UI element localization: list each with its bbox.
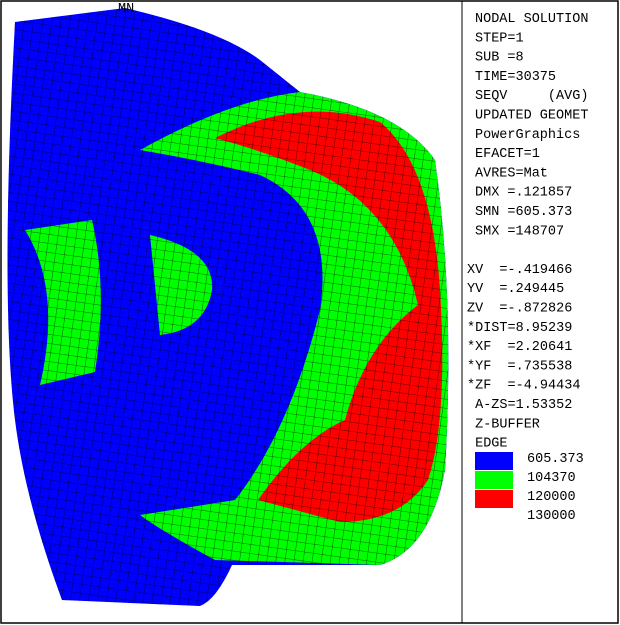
info-line: SMN =605.373 xyxy=(475,205,572,220)
legend-label: 104370 xyxy=(527,471,576,486)
view-line: *YF =.735538 xyxy=(467,359,572,374)
view-line: A-ZS=1.53352 xyxy=(467,398,572,413)
info-line: UPDATED GEOMET xyxy=(475,109,588,124)
info-line: DMX =.121857 xyxy=(475,186,572,201)
view-line: EDGE xyxy=(467,437,508,452)
info-line: SUB =8 xyxy=(475,51,524,66)
info-line: AVRES=Mat xyxy=(475,166,548,181)
legend-label: 120000 xyxy=(527,490,576,505)
view-line: YV =.249445 xyxy=(467,282,564,297)
legend-label: 130000 xyxy=(527,509,576,524)
legend-swatch xyxy=(475,471,513,489)
info-line: EFACET=1 xyxy=(475,147,540,162)
legend-swatch xyxy=(475,490,513,508)
info-line: NODAL SOLUTION xyxy=(475,12,588,27)
view-line: *ZF =-4.94434 xyxy=(467,379,580,394)
min-marker: MN xyxy=(118,2,134,17)
info-line: SEQV (AVG) xyxy=(475,89,588,104)
info-panel: NODAL SOLUTION STEP=1 SUB =8 TIME=30375 SEQV… xyxy=(467,12,588,524)
view-line: ZV =-.872826 xyxy=(467,302,572,317)
view-line: *DIST=8.95239 xyxy=(467,321,572,336)
view-line: *XF =2.20641 xyxy=(467,340,572,355)
info-line: STEP=1 xyxy=(475,31,524,46)
legend-label: 605.373 xyxy=(527,452,584,467)
info-line: TIME=30375 xyxy=(475,70,556,85)
legend-swatch xyxy=(475,452,513,470)
info-line: PowerGraphics xyxy=(475,128,580,143)
info-line: SMX =148707 xyxy=(475,224,564,239)
view-line: Z-BUFFER xyxy=(467,417,540,432)
view-line: XV =-.419466 xyxy=(467,263,572,278)
